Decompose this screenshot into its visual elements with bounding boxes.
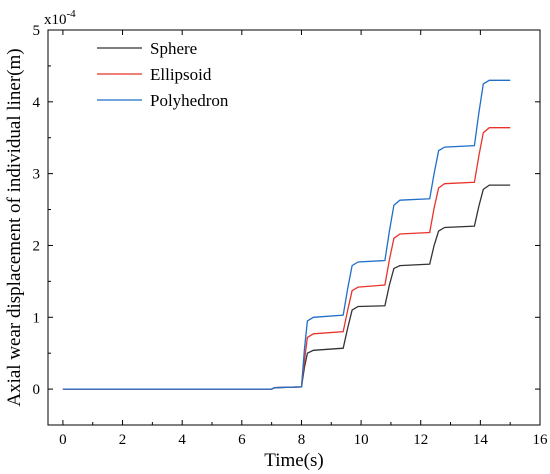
series-line-ellipsoid xyxy=(62,127,511,390)
legend-label-sphere: Sphere xyxy=(150,39,197,58)
y-axis-multiplier-exponent: -4 xyxy=(67,8,77,20)
y-tick-label: 5 xyxy=(33,23,41,39)
x-tick-label: 0 xyxy=(59,432,67,448)
y-tick-label: 0 xyxy=(33,382,41,398)
x-tick-label: 10 xyxy=(354,432,369,448)
x-tick-label: 4 xyxy=(178,432,186,448)
x-axis: 0 2 4 6 8 10 12 14 16 xyxy=(59,30,548,448)
x-tick-label: 6 xyxy=(238,432,246,448)
series-line-polyhedron xyxy=(62,79,511,390)
y-tick-label: 2 xyxy=(33,238,41,254)
y-axis: 0 1 2 3 4 5 xyxy=(33,23,540,398)
y-axis-multiplier-base: x10 xyxy=(44,12,67,28)
x-axis-title: Time(s) xyxy=(264,450,323,471)
x-tick-label: 2 xyxy=(119,432,127,448)
legend-label-ellipsoid: Ellipsoid xyxy=(150,65,212,84)
y-axis-multiplier: x10-4 xyxy=(44,8,76,28)
y-tick-label: 4 xyxy=(33,95,41,111)
plot-frame xyxy=(47,29,541,426)
y-tick-label: 3 xyxy=(33,167,41,183)
series-line-sphere xyxy=(62,184,511,390)
x-tick-label: 8 xyxy=(298,432,306,448)
plot-area xyxy=(62,79,511,390)
y-tick-label: 1 xyxy=(33,310,41,326)
x-tick-label: 12 xyxy=(413,432,428,448)
legend: Sphere Ellipsoid Polyhedron xyxy=(97,39,229,110)
legend-label-polyhedron: Polyhedron xyxy=(150,91,229,110)
x-tick-label: 16 xyxy=(533,432,549,448)
y-axis-title: Axial wear displacement of individual li… xyxy=(4,48,25,406)
x-tick-label: 14 xyxy=(473,432,489,448)
